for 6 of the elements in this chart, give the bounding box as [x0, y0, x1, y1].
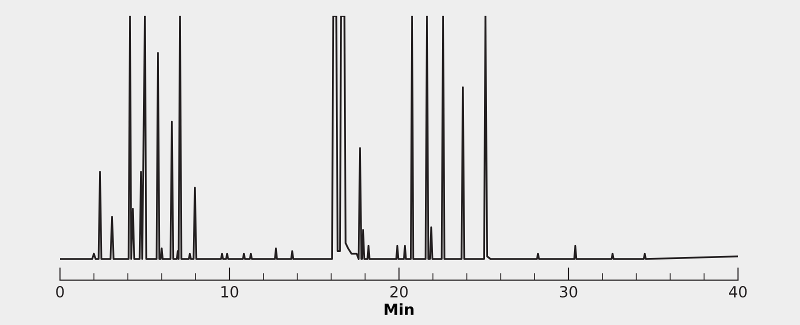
x-tick-label: 30 [560, 286, 578, 298]
x-tick-label: 40 [729, 286, 747, 298]
x-tick-label: 20 [390, 286, 408, 298]
x-tick-label: 10 [221, 286, 238, 298]
x-axis-title: Min [384, 303, 414, 315]
x-tick-label: 0 [56, 286, 64, 298]
